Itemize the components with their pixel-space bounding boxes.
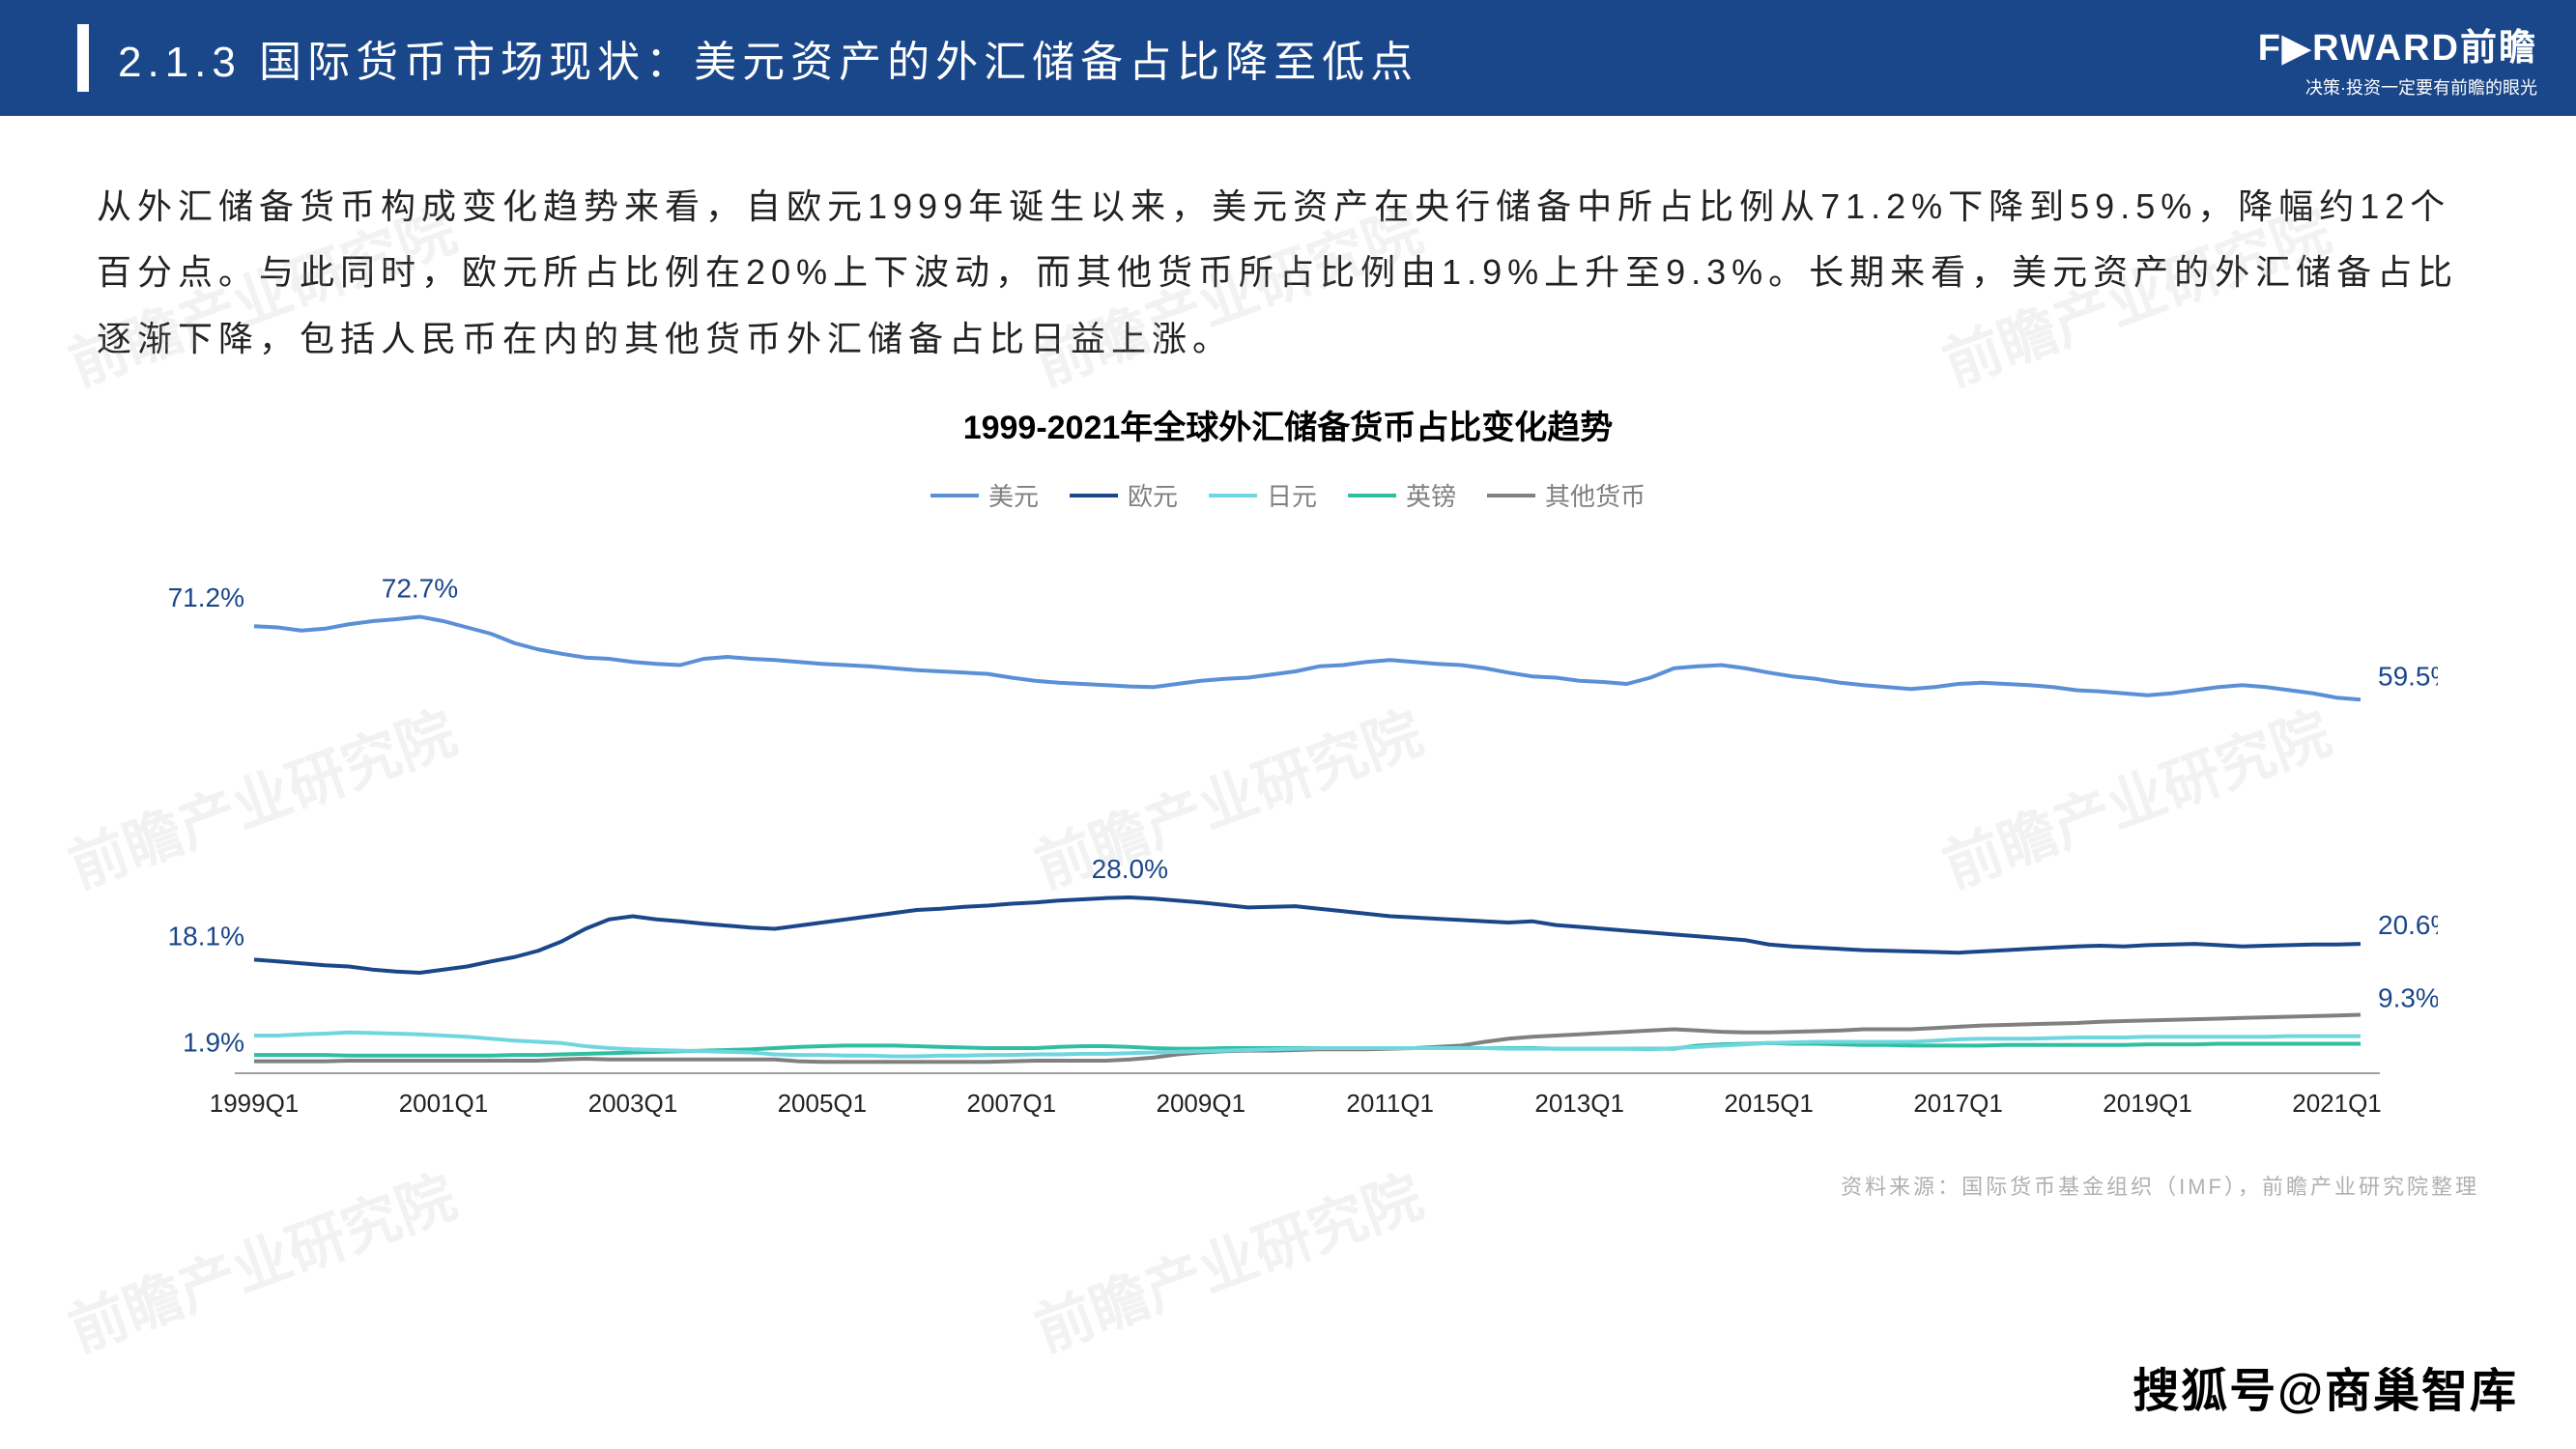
svg-text:2007Q1: 2007Q1 xyxy=(967,1089,1057,1118)
line-chart: 1999Q1 2001Q1 2003Q1 2005Q1 2007Q1 2009Q1 2011… xyxy=(138,532,2438,1151)
chart-annotation: 1.9% xyxy=(183,1028,244,1058)
svg-text:2017Q1: 2017Q1 xyxy=(1913,1089,2003,1118)
svg-text:2013Q1: 2013Q1 xyxy=(1534,1089,1624,1118)
legend-label: 欧元 xyxy=(1128,477,1178,513)
legend-item: 日元 xyxy=(1209,477,1317,513)
chart-annotation: 20.6% xyxy=(2378,910,2438,940)
body-paragraph: 从外汇储备货币构成变化趋势来看，自欧元1999年诞生以来，美元资产在央行储备中所… xyxy=(0,116,2576,391)
legend-swatch xyxy=(1348,494,1396,497)
legend-item: 英镑 xyxy=(1348,477,1456,513)
legend-item: 其他货币 xyxy=(1487,477,1646,513)
svg-text:1999Q1: 1999Q1 xyxy=(210,1089,300,1118)
chart-annotation: 9.3% xyxy=(2378,983,2438,1013)
legend-swatch xyxy=(1487,494,1535,497)
bottom-watermark: 搜狐号@商巢智库 xyxy=(2132,1352,2518,1420)
legend-swatch xyxy=(1070,494,1118,497)
data-source-line: 资料来源：国际货币基金组织（IMF），前瞻产业研究院整理 xyxy=(0,1170,2576,1201)
svg-text:2019Q1: 2019Q1 xyxy=(2103,1089,2192,1118)
chart-annotation: 28.0% xyxy=(1092,854,1168,884)
svg-text:2011Q1: 2011Q1 xyxy=(1346,1089,1434,1118)
brand-logo: F▶RWARD前瞻 决策·投资一定要有前瞻的眼光 xyxy=(2258,17,2537,99)
svg-text:2021Q1: 2021Q1 xyxy=(2292,1089,2382,1118)
svg-text:2005Q1: 2005Q1 xyxy=(778,1089,868,1118)
legend-item: 欧元 xyxy=(1070,477,1178,513)
legend-label: 美元 xyxy=(988,477,1039,513)
legend-label: 其他货币 xyxy=(1545,477,1646,513)
logo-main-text: F▶RWARD前瞻 xyxy=(2258,17,2537,71)
logo-tagline: 决策·投资一定要有前瞻的眼光 xyxy=(2258,74,2537,99)
svg-text:2009Q1: 2009Q1 xyxy=(1157,1089,1246,1118)
legend-swatch xyxy=(1209,494,1257,497)
chart-legend: 美元 欧元 日元 英镑 其他货币 xyxy=(97,477,2479,513)
svg-text:2003Q1: 2003Q1 xyxy=(588,1089,678,1118)
legend-item: 美元 xyxy=(930,477,1039,513)
svg-text:2015Q1: 2015Q1 xyxy=(1724,1089,1814,1118)
legend-label: 英镑 xyxy=(1406,477,1456,513)
legend-label: 日元 xyxy=(1267,477,1317,513)
svg-text:2001Q1: 2001Q1 xyxy=(399,1089,489,1118)
chart-annotation: 72.7% xyxy=(382,574,458,604)
slide-title: 2.1.3 国际货币市场现状：美元资产的外汇储备占比降至低点 xyxy=(118,27,2258,89)
chart-annotation: 71.2% xyxy=(168,582,244,612)
series-eur xyxy=(254,897,2361,973)
title-accent-bar xyxy=(77,24,89,92)
series-usd xyxy=(254,617,2361,700)
chart-annotation: 18.1% xyxy=(168,922,244,952)
section-number: 2.1.3 xyxy=(118,39,242,86)
slide-header: 2.1.3 国际货币市场现状：美元资产的外汇储备占比降至低点 F▶RWARD前瞻… xyxy=(0,0,2576,116)
chart-title: 1999-2021年全球外汇储备货币占比变化趋势 xyxy=(97,401,2479,448)
legend-swatch xyxy=(930,494,979,497)
chart-container: 1999-2021年全球外汇储备货币占比变化趋势 美元 欧元 日元 英镑 其他货币 19… xyxy=(0,391,2576,1170)
title-text: 国际货币市场现状：美元资产的外汇储备占比降至低点 xyxy=(259,39,1418,86)
chart-annotation: 59.5% xyxy=(2378,661,2438,691)
